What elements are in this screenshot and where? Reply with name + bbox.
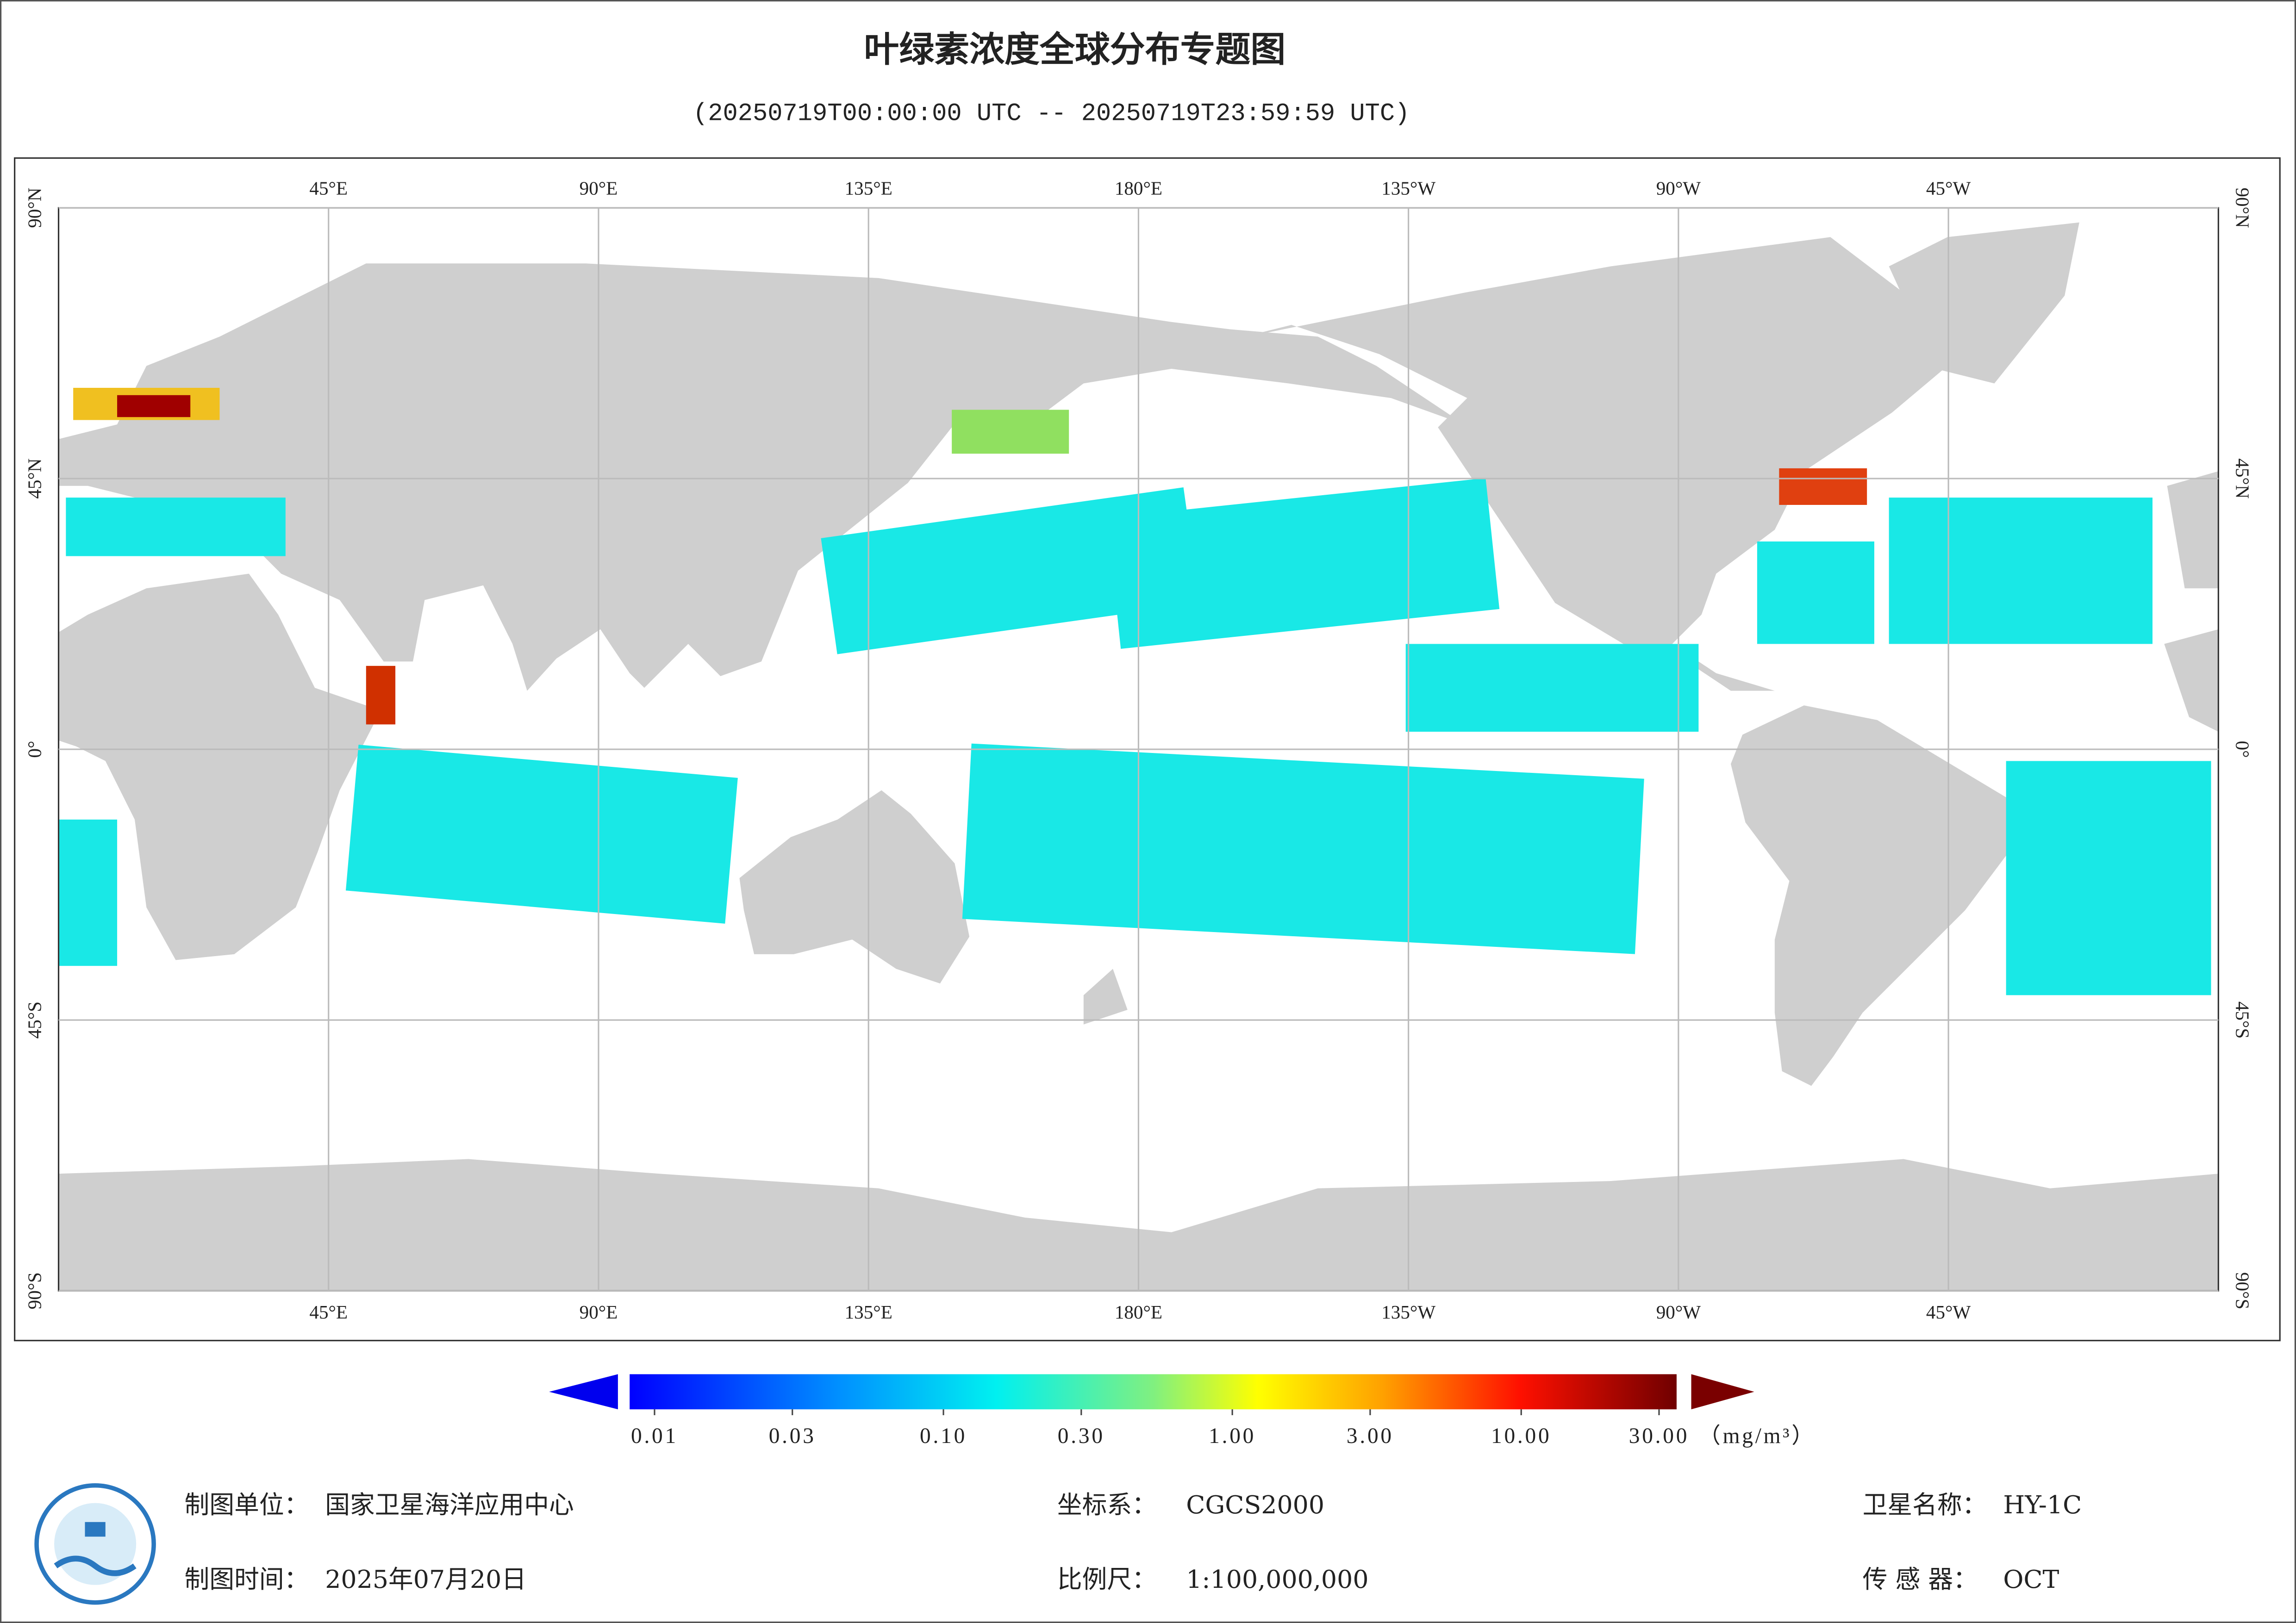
- lon-label: 135°W: [1381, 178, 1435, 199]
- lat-label: 90°N: [24, 187, 45, 228]
- colorbar-low-arrow: [549, 1374, 618, 1410]
- colorbar: [630, 1374, 1677, 1410]
- lon-label: 135°E: [845, 1301, 892, 1323]
- footer-value: 1:100,000,000: [1186, 1565, 1368, 1594]
- colorbar-unit: （mg/m³）: [1698, 1424, 1816, 1448]
- lon-label: 45°E: [309, 178, 348, 199]
- logo: [34, 1483, 156, 1605]
- colorbar-label: 0.30: [1058, 1424, 1105, 1448]
- colorbar-label: 30.00: [1629, 1424, 1689, 1448]
- colorbar-label: 0.03: [769, 1424, 816, 1448]
- footer-label: 比例尺：: [1057, 1565, 1157, 1594]
- footer-label: 制图时间：: [185, 1565, 309, 1594]
- lat-label: 0°: [24, 741, 45, 758]
- footer-value: 2025年07月20日: [325, 1565, 526, 1594]
- lon-label: 180°E: [1115, 1301, 1162, 1323]
- footer-value: OCT: [2003, 1565, 2059, 1594]
- lon-label: 135°E: [845, 178, 892, 199]
- footer-value: CGCS2000: [1186, 1490, 1324, 1519]
- colorbar-label: 3.00: [1347, 1424, 1394, 1448]
- colorbar-label: 0.10: [920, 1424, 967, 1448]
- lon-label: 90°E: [580, 178, 618, 199]
- lon-label: 45°E: [309, 1301, 348, 1323]
- title: 叶绿素浓度全球分布专题图: [864, 29, 1285, 70]
- footer-value: HY-1C: [2003, 1490, 2082, 1519]
- colorbar-label: 1.00: [1209, 1424, 1256, 1448]
- lon-label: 45°W: [1926, 178, 1971, 199]
- lat-label: 90°N: [2232, 187, 2253, 228]
- footer-label: 传 感 器：: [1863, 1565, 1978, 1594]
- lon-label: 180°E: [1115, 178, 1162, 199]
- subtitle: (20250719T00:00:00 UTC -- 20250719T23:59…: [693, 99, 1410, 128]
- lat-label: 90°S: [24, 1272, 45, 1309]
- lat-label: 0°: [2232, 741, 2253, 758]
- lon-label: 45°W: [1926, 1301, 1971, 1323]
- lat-label: 45°S: [24, 1001, 45, 1038]
- colorbar-high-arrow: [1691, 1374, 1754, 1410]
- lat-label: 45°S: [2232, 1001, 2253, 1038]
- colorbar-label: 0.01: [631, 1424, 678, 1448]
- lon-label: 90°E: [580, 1301, 618, 1323]
- lon-label: 90°W: [1656, 178, 1701, 199]
- lat-label: 45°N: [2232, 458, 2253, 498]
- lon-label: 90°W: [1656, 1301, 1701, 1323]
- graticule: [58, 207, 2219, 1292]
- footer-label: 坐标系：: [1057, 1490, 1157, 1519]
- map-frame: [14, 157, 2281, 1342]
- footer-value: 国家卫星海洋应用中心: [325, 1490, 574, 1519]
- footer-label: 制图单位：: [185, 1490, 309, 1519]
- lat-label: 45°N: [24, 458, 45, 498]
- lon-label: 135°W: [1381, 1301, 1435, 1323]
- footer-label: 卫星名称：: [1863, 1490, 1987, 1519]
- lat-label: 90°S: [2232, 1272, 2253, 1309]
- chlorophyll-patches: [58, 388, 2211, 995]
- colorbar-label: 10.00: [1491, 1424, 1551, 1448]
